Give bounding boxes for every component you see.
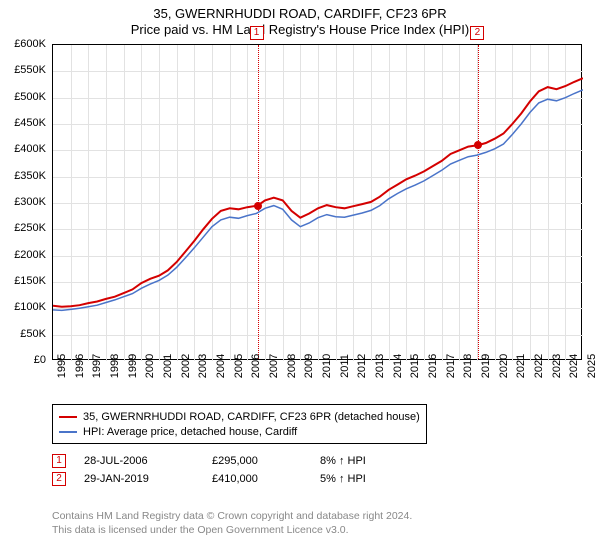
- x-tick-label: 2004: [215, 354, 227, 378]
- footer-note: Contains HM Land Registry data © Crown c…: [52, 510, 412, 537]
- footer-line-2: This data is licensed under the Open Gov…: [52, 524, 412, 538]
- x-tick-label: 2017: [445, 354, 457, 378]
- x-tick-label: 1996: [74, 354, 86, 378]
- x-tick-label: 2000: [144, 354, 156, 378]
- x-tick-label: 2007: [268, 354, 280, 378]
- x-tick-label: 2006: [250, 354, 262, 378]
- legend-label: 35, GWERNRHUDDI ROAD, CARDIFF, CF23 6PR …: [83, 411, 420, 423]
- x-tick-label: 2019: [480, 354, 492, 378]
- x-tick-label: 2016: [427, 354, 439, 378]
- x-tick-label: 2005: [233, 354, 245, 378]
- event-marker-box: 1: [250, 26, 264, 40]
- line-series-svg: [53, 45, 583, 361]
- x-tick-label: 2002: [180, 354, 192, 378]
- legend-swatch: [59, 431, 77, 433]
- plot-area: [52, 44, 582, 360]
- legend-item: 35, GWERNRHUDDI ROAD, CARDIFF, CF23 6PR …: [59, 409, 420, 424]
- chart-container: 35, GWERNRHUDDI ROAD, CARDIFF, CF23 6PR …: [0, 0, 600, 560]
- x-tick-label: 2024: [568, 354, 580, 378]
- event-marker-box: 2: [470, 26, 484, 40]
- y-tick-label: £0: [0, 354, 46, 366]
- event-date: 28-JUL-2006: [84, 455, 194, 467]
- legend-swatch: [59, 416, 77, 418]
- y-tick-label: £50K: [0, 328, 46, 340]
- y-tick-label: £450K: [0, 117, 46, 129]
- event-price: £295,000: [212, 455, 302, 467]
- x-tick-label: 2022: [533, 354, 545, 378]
- x-tick-label: 2003: [197, 354, 209, 378]
- series-property: [53, 78, 583, 307]
- y-tick-label: £100K: [0, 301, 46, 313]
- x-tick-label: 2010: [321, 354, 333, 378]
- x-tick-label: 1998: [109, 354, 121, 378]
- x-tick-label: 1999: [127, 354, 139, 378]
- y-tick-label: £500K: [0, 91, 46, 103]
- y-tick-label: £250K: [0, 222, 46, 234]
- x-tick-label: 2011: [339, 354, 351, 378]
- y-tick-label: £550K: [0, 64, 46, 76]
- series-hpi: [53, 90, 583, 311]
- x-tick-label: 2001: [162, 354, 174, 378]
- y-tick-label: £200K: [0, 249, 46, 261]
- event-marker: 2: [52, 472, 66, 486]
- x-tick-label: 1997: [91, 354, 103, 378]
- y-tick-label: £600K: [0, 38, 46, 50]
- event-date: 29-JAN-2019: [84, 473, 194, 485]
- x-tick-label: 2014: [392, 354, 404, 378]
- event-price: £410,000: [212, 473, 302, 485]
- event-delta: 8% ↑ HPI: [320, 455, 366, 467]
- x-tick-label: 2012: [356, 354, 368, 378]
- x-tick-label: 2015: [409, 354, 421, 378]
- x-tick-label: 2025: [586, 354, 598, 378]
- y-tick-label: £300K: [0, 196, 46, 208]
- x-tick-label: 2023: [551, 354, 563, 378]
- x-tick-label: 2021: [515, 354, 527, 378]
- event-row: 1 28-JUL-2006 £295,000 8% ↑ HPI: [52, 452, 366, 470]
- event-row: 2 29-JAN-2019 £410,000 5% ↑ HPI: [52, 470, 366, 488]
- y-tick-label: £350K: [0, 170, 46, 182]
- x-tick-label: 1995: [56, 354, 68, 378]
- event-marker: 1: [52, 454, 66, 468]
- chart-titles: 35, GWERNRHUDDI ROAD, CARDIFF, CF23 6PR …: [0, 0, 600, 37]
- y-tick-label: £400K: [0, 143, 46, 155]
- x-tick-label: 2013: [374, 354, 386, 378]
- legend-label: HPI: Average price, detached house, Card…: [83, 426, 297, 438]
- footer-line-1: Contains HM Land Registry data © Crown c…: [52, 510, 412, 524]
- y-tick-label: £150K: [0, 275, 46, 287]
- x-tick-label: 2008: [286, 354, 298, 378]
- chart-title: 35, GWERNRHUDDI ROAD, CARDIFF, CF23 6PR: [0, 6, 600, 21]
- chart-subtitle: Price paid vs. HM Land Registry's House …: [0, 22, 600, 37]
- legend-item: HPI: Average price, detached house, Card…: [59, 424, 420, 439]
- x-tick-label: 2020: [498, 354, 510, 378]
- legend: 35, GWERNRHUDDI ROAD, CARDIFF, CF23 6PR …: [52, 404, 427, 444]
- event-delta: 5% ↑ HPI: [320, 473, 366, 485]
- x-tick-label: 2009: [303, 354, 315, 378]
- x-tick-label: 2018: [462, 354, 474, 378]
- event-table: 1 28-JUL-2006 £295,000 8% ↑ HPI 2 29-JAN-2019…: [52, 452, 366, 488]
